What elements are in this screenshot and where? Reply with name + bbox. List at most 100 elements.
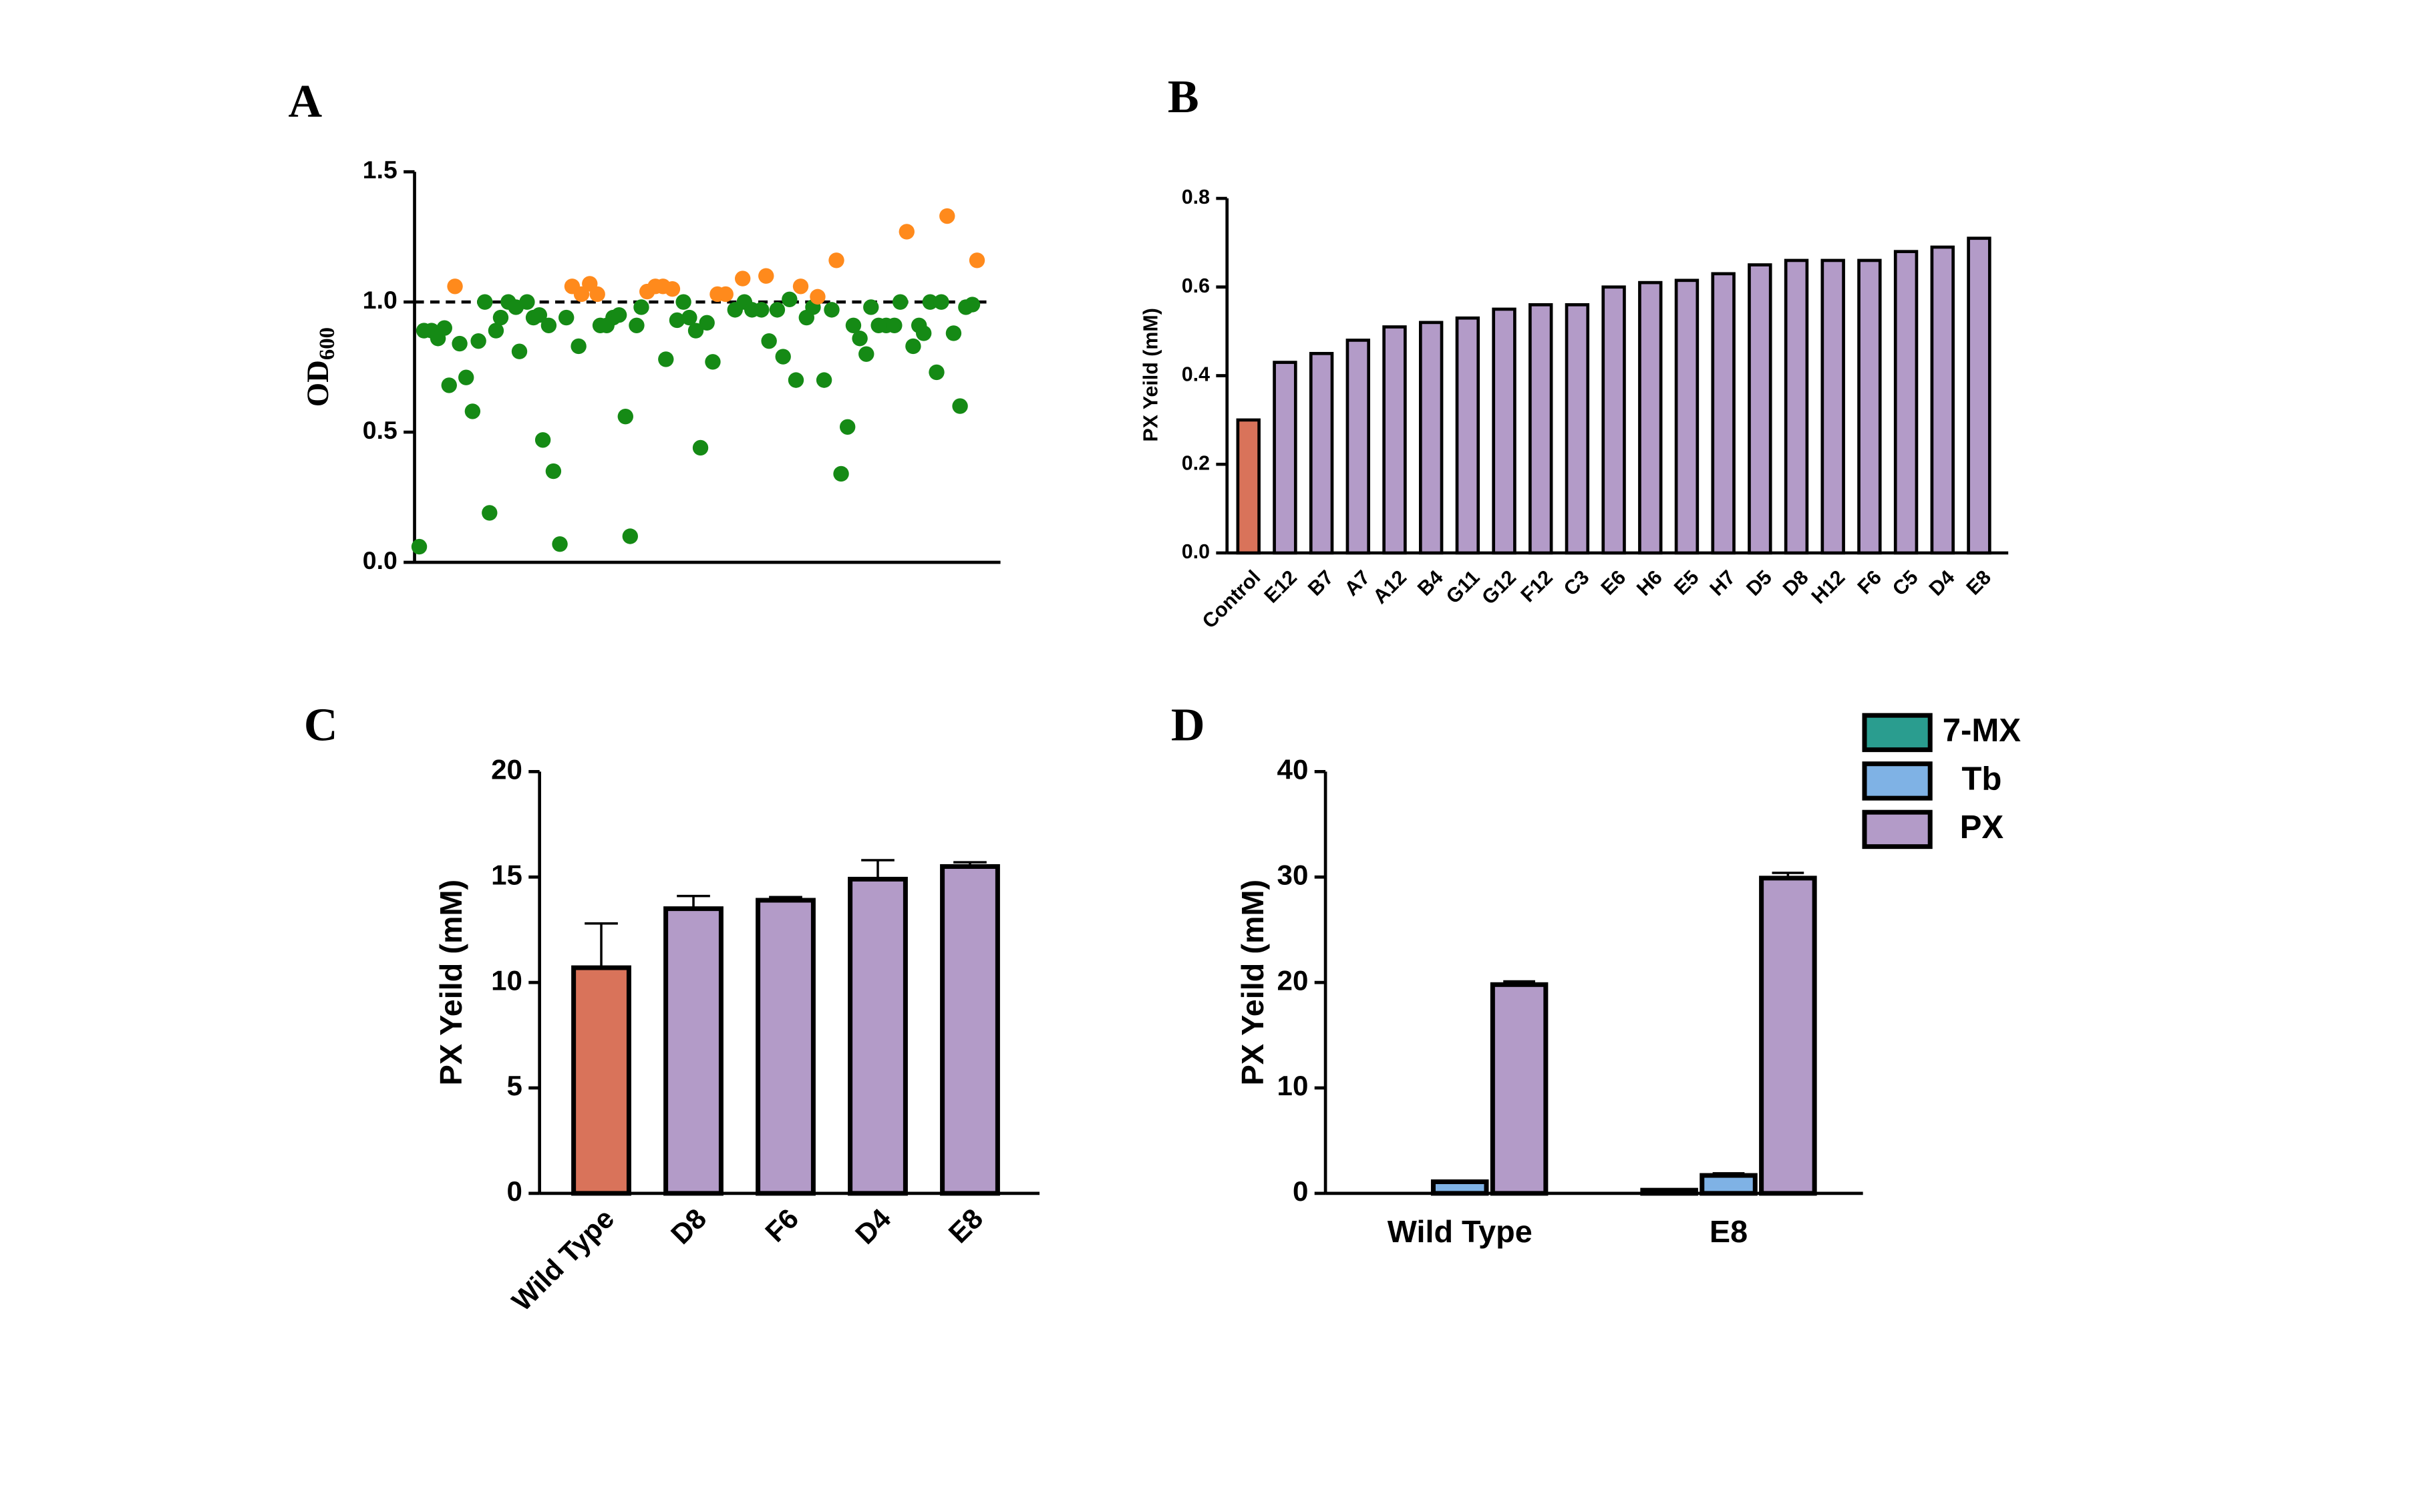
point [969,252,985,268]
point [411,538,428,555]
x-tick-label: B7 [1303,566,1338,600]
point [933,294,949,310]
point [839,419,856,435]
point [675,294,691,310]
x-tick-label: F6 [759,1203,804,1248]
y-tick-label: 0.2 [1182,451,1210,474]
point [810,289,826,305]
point [681,309,697,326]
x-tick-label: H7 [1706,566,1740,600]
point [735,270,751,287]
error-bar [677,894,710,909]
x-tick-label: H12 [1807,566,1849,608]
bar [1893,250,1919,555]
legend-label: Tb [1961,761,2001,797]
point [863,299,879,315]
point [540,317,557,333]
y-tick-label: 0.0 [1182,540,1210,563]
x-tick-label: B4 [1413,566,1448,600]
x-tick-label: E12 [1260,566,1301,607]
y-axis-label-sub: 600 [315,327,339,360]
point [558,309,575,326]
point [922,294,939,310]
point [905,338,921,355]
x-tick-label: D8 [1778,566,1813,600]
x-tick-label: Wild Type [1388,1214,1533,1249]
y-axis-label: PX Yeild (mM) [434,880,468,1085]
point [916,325,932,341]
bar [1528,303,1553,555]
point [470,333,486,349]
bar [1748,263,1772,555]
point [687,323,704,339]
y-tick-label: 0.8 [1182,186,1210,208]
point [552,536,568,552]
point [658,351,674,367]
legend-label: 7-MX [1943,713,2022,749]
x-tick-label: Control [1198,566,1265,632]
point [945,325,962,341]
point [952,398,968,414]
point [887,317,903,333]
point [754,302,770,318]
y-tick-label: 20 [1277,964,1309,996]
bar [1236,418,1261,555]
error-bar [1772,872,1804,878]
x-tick-label: G11 [1442,566,1484,608]
point [534,432,551,448]
y-tick-label: 10 [1277,1070,1309,1101]
point [477,294,493,310]
x-tick-label: C5 [1888,566,1923,600]
point [769,302,786,318]
x-tick-label: H6 [1632,566,1667,600]
point [464,403,481,419]
legend-swatch [1862,713,1933,753]
y-axis-label-main: PX Yeild (mM) [1235,880,1270,1085]
point [782,291,798,307]
bar [1345,339,1371,555]
point [482,505,498,521]
point [788,372,804,388]
bar [1492,307,1516,555]
point [492,309,509,326]
bar [1674,278,1700,555]
error-bar [1653,1188,1685,1191]
y-tick-label: 40 [1277,754,1309,785]
point [705,354,721,370]
bar [1784,258,1809,555]
bar [1711,272,1736,555]
x-tick-label: D5 [1742,566,1776,600]
x-tick-label: Wild Type [506,1203,620,1317]
bar [1601,285,1626,555]
x-tick-label: E8 [1710,1214,1748,1249]
bar [571,965,631,1196]
y-tick-label: 5 [507,1070,522,1101]
point [929,364,945,381]
point [622,528,638,544]
y-tick-label: 1.0 [363,286,397,314]
bar [1309,351,1334,555]
y-tick-label: 0.5 [363,416,397,444]
error-bar [1503,980,1535,985]
legend-label: PX [1960,809,2004,845]
y-tick-label: 0 [507,1175,522,1207]
point [828,252,844,268]
point [761,333,777,349]
x-tick-label: D8 [665,1203,712,1250]
point [792,278,809,295]
y-axis-label-main: PX Yeild (mM) [434,880,468,1085]
point [824,302,840,318]
point [458,369,474,385]
legend-swatch [1862,809,1933,849]
point [611,307,627,323]
panel-label: C [304,699,338,751]
y-tick-label: 0.0 [363,546,397,574]
x-tick-label: E8 [943,1203,989,1250]
point [758,268,774,284]
panel: A OD600 0.0 0.5 1.0 1.5 [288,75,1001,574]
panel-label: D [1171,699,1205,751]
error-bar [953,861,987,867]
